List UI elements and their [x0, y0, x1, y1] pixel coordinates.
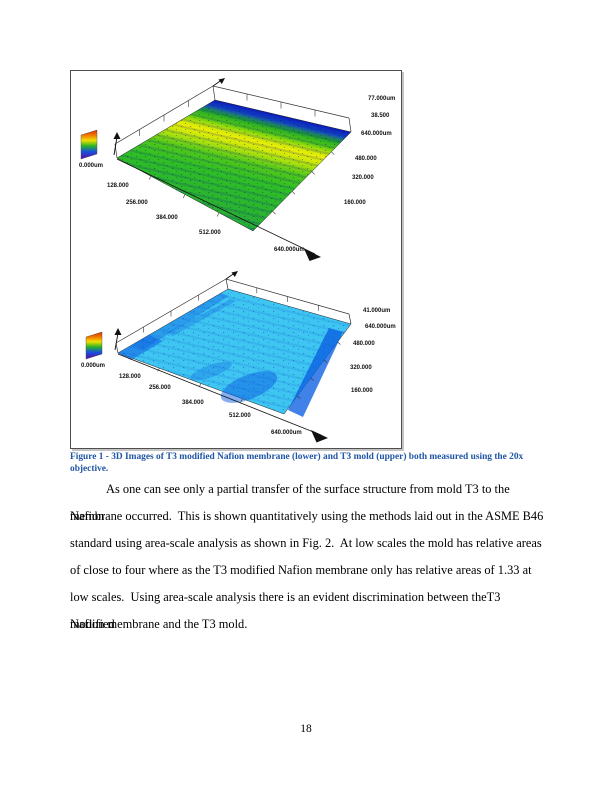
figure-3d-plots: [80, 78, 352, 443]
z-axis-arrow-icon: [114, 328, 122, 351]
lower-right-axis-label: 320.000: [350, 365, 372, 371]
lower-right-axis-label: 480.000: [353, 341, 375, 347]
mold-surface: [116, 99, 352, 232]
lower-bottom-axis-label: 640.000um: [271, 430, 302, 436]
upper-z-max-label: 77.000um: [368, 96, 396, 102]
upper-bottom-axis-label: 256.000: [126, 200, 148, 206]
lower-z-min-label: 0.000um: [81, 363, 106, 369]
x-axis-arrow-icon: [117, 353, 328, 443]
upper-z-min-label: 0.000um: [79, 163, 104, 169]
x-axis-arrow-icon: [116, 158, 321, 261]
caption-line: objective.: [70, 463, 109, 474]
body-line: Nafion membrane and the T3 mold.: [70, 617, 248, 631]
z-axis-arrow-icon: [113, 132, 121, 156]
upper-z-mid-label: 38.500: [371, 113, 390, 119]
nafion-membrane-3d-plot: [85, 271, 352, 443]
body-line: low scales. Using area-scale analysis th…: [70, 590, 504, 631]
body-line: of close to four where as the T3 modifie…: [70, 563, 532, 577]
figure-1-caption: Figure 1 - 3D Images of T3 modified Nafi…: [70, 452, 530, 475]
body-paragraph: As one can see only a partial transfer o…: [70, 476, 544, 638]
lower-right-axis-label: 160.000: [351, 388, 373, 394]
y-axis-arrow-icon: [225, 271, 238, 280]
body-line: As one can see only a partial transfer o…: [70, 482, 513, 523]
upper-bottom-axis-label: 640.000um: [274, 247, 305, 253]
lower-bottom-axis-label: 128.000: [119, 374, 141, 380]
upper-right-axis-label: 480.000: [355, 156, 377, 162]
upper-right-axis-label: 320.000: [352, 175, 374, 181]
membrane-surface: [117, 288, 352, 417]
page-number: 18: [300, 723, 312, 735]
body-line: membrane occurred. This is shown quantit…: [70, 509, 544, 523]
t3-mold-3d-plot: [80, 78, 352, 261]
upper-bottom-axis-label: 384.000: [156, 215, 178, 221]
lower-z-max-label: 41.000um: [363, 308, 391, 314]
body-line: standard using area-scale analysis as sh…: [70, 536, 542, 550]
upper-bottom-axis-label: 128.000: [107, 183, 129, 189]
y-axis-arrow-icon: [212, 78, 225, 87]
upper-bottom-axis-label: 512.000: [199, 230, 221, 236]
lower-bottom-axis-label: 384.000: [182, 400, 204, 406]
height-colorbar: [80, 129, 98, 160]
upper-right-axis-label: 640.000um: [361, 131, 392, 137]
lower-bottom-axis-label: 256.000: [149, 385, 171, 391]
height-colorbar: [85, 331, 103, 360]
lower-bottom-axis-label: 512.000: [229, 413, 251, 419]
lower-right-axis-label: 640.000um: [365, 324, 396, 330]
caption-line: Figure 1 - 3D Images of T3 modified Nafi…: [70, 452, 524, 462]
upper-right-axis-label: 160.000: [344, 200, 366, 206]
figure-1-image: 77.000um 38.500 640.000um 480.000 320.00…: [70, 70, 402, 449]
